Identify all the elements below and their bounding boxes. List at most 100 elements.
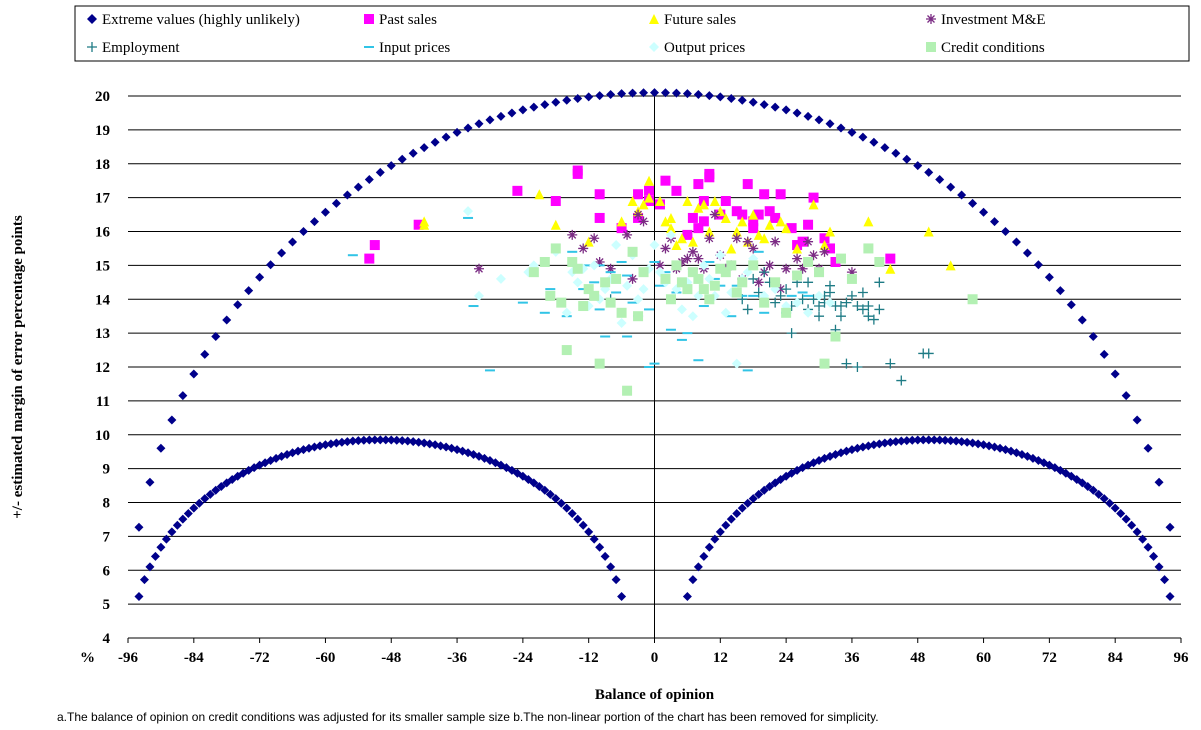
data-point xyxy=(792,270,803,281)
extreme-value-point xyxy=(167,415,177,425)
data-point xyxy=(687,246,698,257)
data-point xyxy=(468,305,479,308)
data-point xyxy=(633,311,644,322)
data-point xyxy=(474,263,484,274)
data-point xyxy=(731,287,742,298)
extreme-value-point xyxy=(178,391,188,401)
data-point xyxy=(627,246,638,257)
data-point xyxy=(698,216,709,227)
data-point xyxy=(704,233,715,244)
extreme-value-point xyxy=(759,485,769,495)
extreme-value-point xyxy=(743,498,753,508)
legend-item: Investment M&E xyxy=(926,12,1046,28)
data-point xyxy=(792,253,803,264)
data-point xyxy=(775,189,786,200)
data-point xyxy=(682,253,693,264)
data-point xyxy=(665,229,676,240)
extreme-value-point xyxy=(386,435,396,445)
data-point xyxy=(720,196,731,207)
legend-label: Output prices xyxy=(664,40,745,56)
extreme-value-point xyxy=(918,435,928,445)
y-tick-label: 12 xyxy=(95,360,110,376)
extreme-value-point xyxy=(134,522,144,532)
extreme-value-point xyxy=(1132,527,1142,537)
data-point xyxy=(594,189,605,200)
data-point xyxy=(803,256,814,267)
data-point xyxy=(808,192,819,203)
extreme-value-point xyxy=(216,481,226,491)
extreme-value-point xyxy=(172,520,182,530)
data-point xyxy=(753,250,764,253)
data-point xyxy=(775,290,786,301)
data-point xyxy=(550,219,561,230)
data-point xyxy=(835,311,846,322)
x-tick-label: -24 xyxy=(513,650,533,666)
data-point xyxy=(687,236,698,247)
extreme-value-point xyxy=(693,90,703,100)
data-point xyxy=(797,294,808,305)
data-point xyxy=(704,226,715,237)
extreme-value-point xyxy=(353,182,363,192)
data-point xyxy=(709,280,720,291)
extreme-value-point xyxy=(951,436,961,446)
data-point xyxy=(874,256,885,267)
extreme-value-point xyxy=(507,108,517,118)
extreme-value-point xyxy=(891,437,901,447)
data-point xyxy=(638,284,649,295)
extreme-value-point xyxy=(189,503,199,513)
data-point xyxy=(726,260,737,271)
data-point xyxy=(534,189,545,200)
legend-marker xyxy=(87,14,97,24)
series-7 xyxy=(528,243,978,396)
x-tick-label: -96 xyxy=(118,650,138,666)
data-point xyxy=(682,229,693,240)
data-point xyxy=(616,317,627,328)
extreme-value-point xyxy=(699,551,709,561)
extreme-value-point xyxy=(331,198,341,208)
data-point xyxy=(759,311,770,314)
data-point xyxy=(583,264,594,267)
extreme-value-point xyxy=(1022,248,1032,258)
extreme-value-point xyxy=(1033,260,1043,270)
data-point xyxy=(753,287,764,298)
extreme-value-point xyxy=(211,332,221,342)
extreme-value-point xyxy=(320,440,330,450)
y-tick-label: 14 xyxy=(95,292,111,308)
data-point xyxy=(748,209,759,220)
extreme-value-point xyxy=(288,237,298,247)
footnote: a.The balance of opinion on credit condi… xyxy=(57,710,879,724)
extreme-value-point xyxy=(1165,522,1175,532)
extreme-value-point xyxy=(1011,237,1021,247)
data-point xyxy=(885,253,896,264)
extreme-value-point xyxy=(968,198,978,208)
data-point xyxy=(786,328,797,339)
data-point xyxy=(660,175,671,186)
extreme-value-point xyxy=(364,175,374,185)
data-point xyxy=(781,284,792,295)
y-axis-ticks: 4 5 6 7 8 9 10 11 12 13 14 15 16 17 18 19 20 xyxy=(95,89,111,647)
extreme-value-point xyxy=(430,137,440,147)
legend-item: Employment xyxy=(87,40,180,56)
extreme-value-point xyxy=(551,97,561,107)
data-point xyxy=(841,297,852,308)
legend-item: Credit conditions xyxy=(926,40,1045,56)
data-point xyxy=(671,185,682,196)
extreme-value-point xyxy=(732,508,742,518)
extreme-value-point xyxy=(650,88,659,98)
extreme-value-point xyxy=(880,438,890,448)
legend-item: Input prices xyxy=(364,40,450,56)
legend-marker xyxy=(364,14,374,24)
extreme-value-point xyxy=(578,520,588,530)
legend-label: Future sales xyxy=(664,12,736,28)
data-point xyxy=(819,358,830,369)
data-point xyxy=(857,287,868,298)
extreme-value-point xyxy=(381,435,391,445)
extreme-value-point xyxy=(990,217,1000,227)
data-point xyxy=(638,199,649,210)
y-tick-label: 8 xyxy=(103,496,111,512)
extreme-value-point xyxy=(1154,562,1164,572)
data-point xyxy=(561,345,572,356)
data-point xyxy=(578,301,589,312)
data-point xyxy=(539,256,550,267)
extreme-value-point xyxy=(1121,514,1131,524)
